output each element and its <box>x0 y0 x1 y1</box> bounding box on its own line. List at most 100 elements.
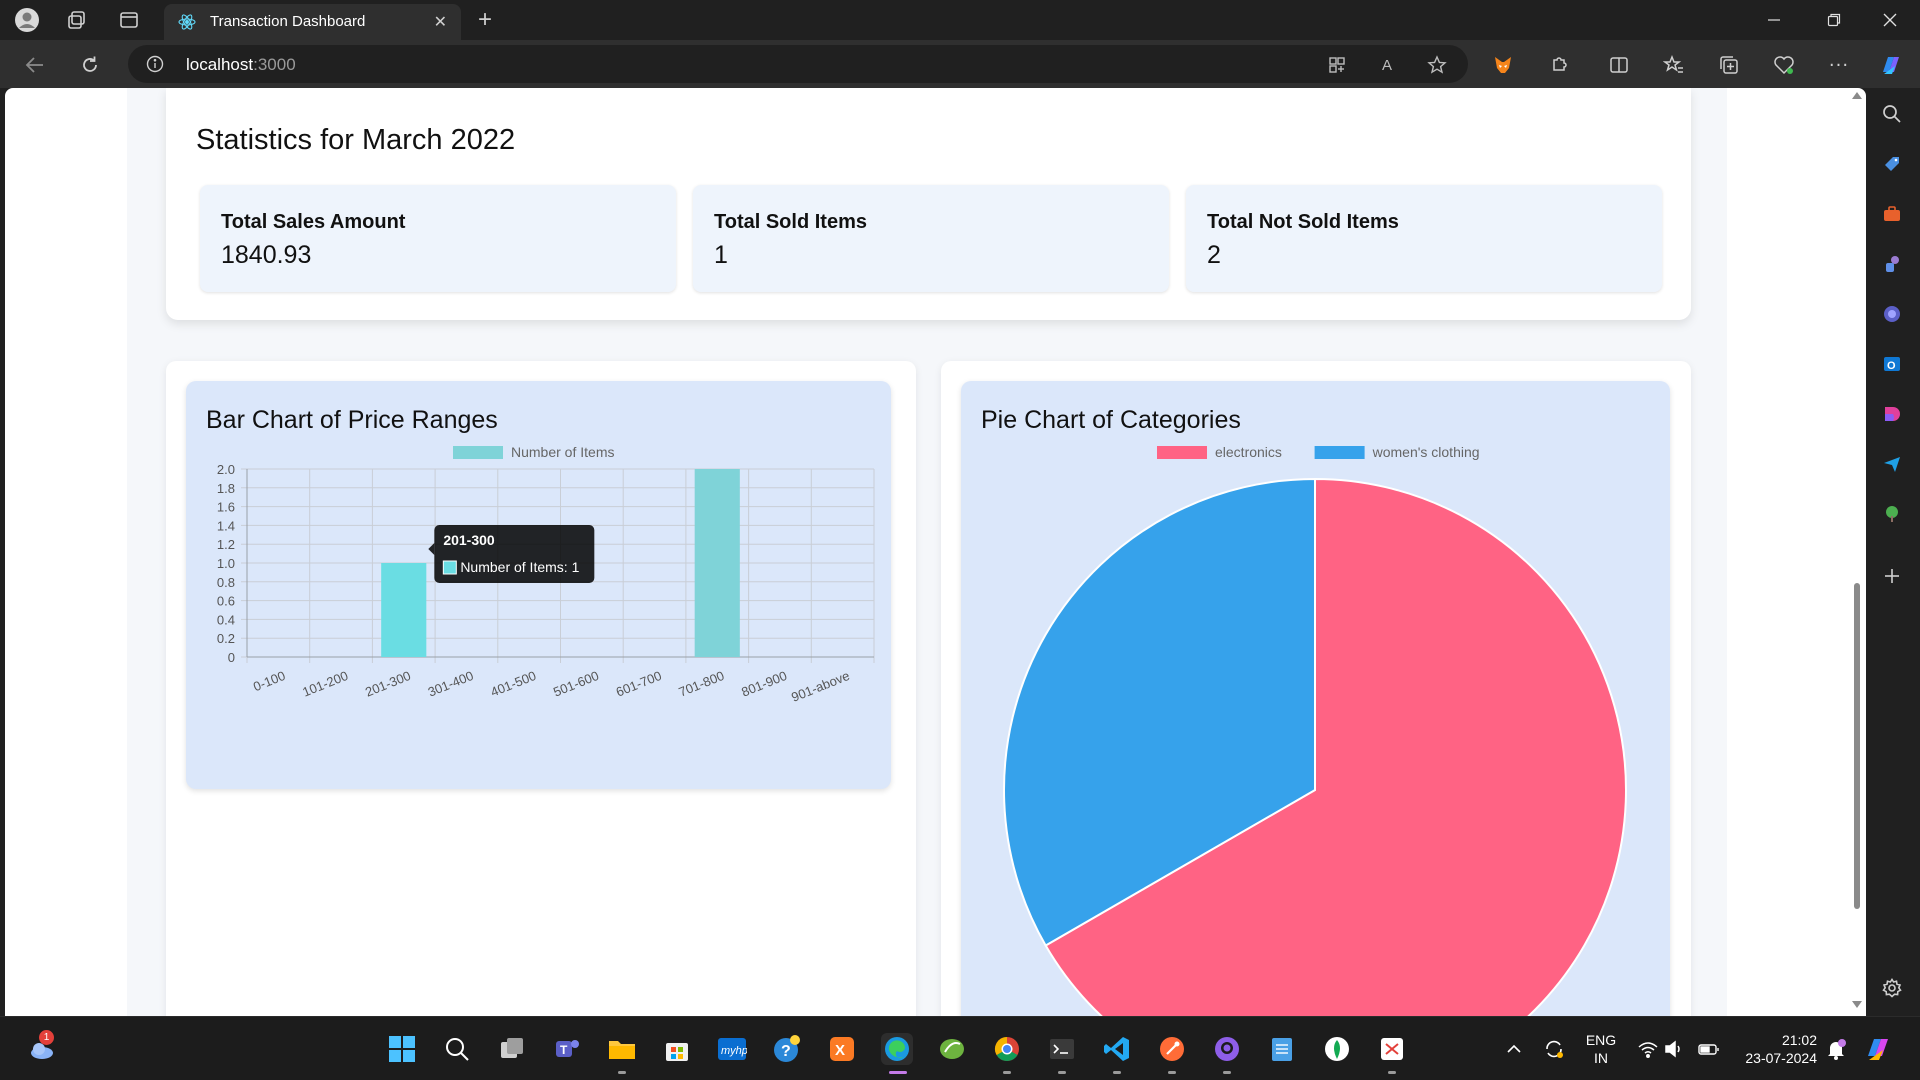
statistics-card: Statistics for March 2022 Total Sales Am… <box>166 88 1691 320</box>
running-indicator <box>1168 1071 1176 1074</box>
notification-bell-icon[interactable] <box>1820 1033 1852 1065</box>
pie-chart[interactable]: electronics women's clothing <box>961 381 1670 1016</box>
vertical-tabs-icon[interactable] <box>116 7 142 33</box>
svg-text:O: O <box>1887 360 1896 372</box>
bar-chart-card: Bar Chart of Price Ranges Number of Item… <box>166 361 916 1016</box>
copilot-taskbar-icon[interactable] <box>1862 1033 1894 1065</box>
designer-icon[interactable] <box>1880 402 1904 426</box>
tools-icon[interactable] <box>1880 202 1904 226</box>
pie-chart-panel: Pie Chart of Categories electronics women… <box>961 381 1670 1016</box>
copilot-icon[interactable] <box>1878 52 1904 78</box>
stat-total-sales: Total Sales Amount 1840.93 <box>200 185 676 292</box>
y-tick-label: 0.4 <box>217 612 235 627</box>
minimize-icon[interactable] <box>1762 8 1786 32</box>
new-tab-button[interactable]: + <box>478 6 493 33</box>
github-desktop-icon[interactable] <box>1211 1033 1243 1065</box>
workspaces-icon[interactable] <box>64 7 90 33</box>
xampp-icon[interactable]: X <box>826 1033 858 1065</box>
postman-icon[interactable] <box>1156 1033 1188 1065</box>
favorite-star-icon[interactable] <box>1426 54 1448 76</box>
address-bar[interactable]: localhost:3000 A <box>128 45 1468 83</box>
edge-icon[interactable] <box>881 1033 913 1065</box>
bar-chart-panel: Bar Chart of Price Ranges Number of Item… <box>186 381 891 789</box>
terminal-icon[interactable] <box>1046 1033 1078 1065</box>
x-tick-label: 401-500 <box>488 668 538 700</box>
outlook-icon[interactable]: O <box>1880 352 1904 376</box>
search-icon[interactable] <box>1880 102 1904 126</box>
tab-title: Transaction Dashboard <box>210 13 366 30</box>
language-indicator[interactable]: ENG IN <box>1580 1031 1622 1067</box>
close-window-icon[interactable] <box>1878 8 1902 32</box>
split-screen-icon[interactable] <box>1606 52 1632 78</box>
tooltip-box <box>434 525 595 583</box>
active-tab[interactable]: Transaction Dashboard ✕ <box>164 4 461 40</box>
x-tick-label: 101-200 <box>300 668 350 700</box>
clock[interactable]: 21:02 23-07-2024 <box>1733 1031 1817 1067</box>
y-tick-label: 1.4 <box>217 518 235 533</box>
x-tick-label: 301-400 <box>426 668 476 700</box>
chrome-icon[interactable] <box>991 1033 1023 1065</box>
clock-time: 21:02 <box>1781 1032 1817 1048</box>
stat-label: Total Sold Items <box>714 211 867 233</box>
shopping-tag-icon[interactable] <box>1880 152 1904 176</box>
volume-icon[interactable] <box>1658 1033 1690 1065</box>
battery-icon[interactable] <box>1693 1033 1725 1065</box>
pie-chart-card: Pie Chart of Categories electronics women… <box>941 361 1691 1016</box>
running-indicator <box>618 1071 626 1074</box>
bar-chart[interactable]: Number of Items 0 0.2 0.4 0.6 0.8 1.0 1.2 1.4 1.6… <box>186 381 891 789</box>
hp-icon[interactable]: myhp <box>716 1033 748 1065</box>
search-icon[interactable] <box>441 1033 473 1065</box>
vscode-icon[interactable] <box>1101 1033 1133 1065</box>
favorites-icon[interactable] <box>1661 52 1687 78</box>
back-icon[interactable] <box>22 52 48 78</box>
copilot-app-icon[interactable] <box>1880 302 1904 326</box>
y-tick-label: 1.2 <box>217 537 235 552</box>
more-options-icon[interactable]: ··· <box>1828 54 1850 76</box>
weather-badge: 1 <box>39 1030 54 1045</box>
stat-label: Total Not Sold Items <box>1207 211 1399 233</box>
wifi-icon[interactable] <box>1632 1033 1664 1065</box>
extensions-icon[interactable] <box>1546 52 1572 78</box>
site-info-icon[interactable] <box>146 55 164 73</box>
profile-icon[interactable] <box>14 7 40 33</box>
show-hidden-icons-icon[interactable] <box>1498 1033 1530 1065</box>
restore-icon[interactable] <box>1822 8 1846 32</box>
microsoft-store-icon[interactable] <box>661 1033 693 1065</box>
x-tick-label: 0-100 <box>251 668 287 694</box>
spring-tool-icon[interactable] <box>936 1033 968 1065</box>
edge-sidebar: O <box>1866 88 1920 1016</box>
browser-essentials-icon[interactable] <box>1771 52 1797 78</box>
file-explorer-icon[interactable] <box>606 1033 638 1065</box>
mongodb-compass-icon[interactable] <box>1321 1033 1353 1065</box>
running-indicator <box>1388 1071 1396 1074</box>
close-tab-icon[interactable]: ✕ <box>433 12 447 31</box>
windows-taskbar: 1 T myhp ? X <box>0 1016 1920 1080</box>
bar <box>694 469 740 657</box>
bar-tooltip: 201-300 Number of Items: 1 <box>428 525 595 583</box>
vertical-scrollbar[interactable] <box>1848 88 1866 1016</box>
send-icon[interactable] <box>1880 452 1904 476</box>
pie-slice <box>1003 477 1316 947</box>
teams-icon[interactable]: T <box>551 1033 583 1065</box>
sync-icon[interactable] <box>1538 1033 1570 1065</box>
games-icon[interactable] <box>1880 252 1904 276</box>
y-tick-label: 0.2 <box>217 631 235 646</box>
collections-icon[interactable] <box>1716 52 1742 78</box>
react-icon <box>178 13 196 31</box>
help-icon[interactable]: ? <box>771 1033 803 1065</box>
notepad-icon[interactable] <box>1266 1033 1298 1065</box>
task-view-icon[interactable] <box>496 1033 528 1065</box>
settings-gear-icon[interactable] <box>1880 976 1904 1000</box>
app-available-icon[interactable] <box>1326 54 1348 76</box>
start-icon[interactable] <box>386 1033 418 1065</box>
pie-slice <box>1044 477 1627 1016</box>
running-indicator <box>1113 1071 1121 1074</box>
metamask-icon[interactable] <box>1490 52 1516 78</box>
weather-icon[interactable]: 1 <box>26 1030 58 1065</box>
read-aloud-icon[interactable]: A <box>1381 56 1392 74</box>
legend-label: Number of Items <box>511 444 614 460</box>
refresh-icon[interactable] <box>77 52 103 78</box>
add-sidebar-icon[interactable] <box>1880 564 1904 588</box>
tree-icon[interactable] <box>1880 502 1904 526</box>
snipping-tool-icon[interactable] <box>1376 1033 1408 1065</box>
